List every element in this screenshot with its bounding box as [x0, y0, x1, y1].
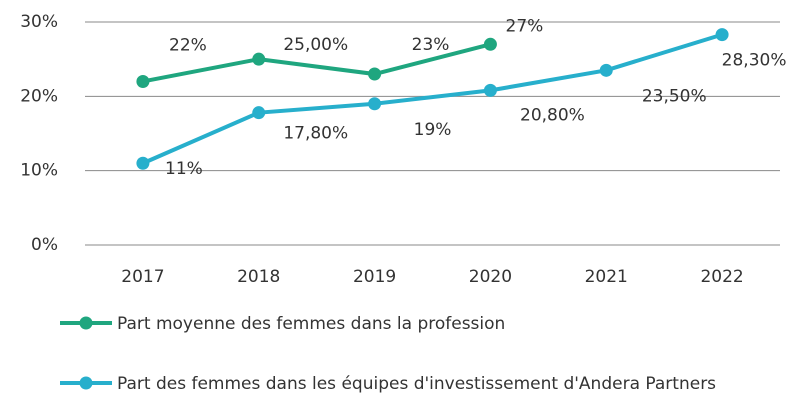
x-tick-label: 2020 [469, 267, 512, 287]
data-point [715, 28, 729, 42]
data-label: 23,50% [642, 86, 707, 106]
y-tick-label: 20% [20, 86, 58, 106]
legend-label: Part des femmes dans les équipes d'inves… [117, 374, 717, 394]
x-tick-label: 2021 [585, 267, 628, 287]
series-line [142, 42, 491, 84]
y-tick-label: 10% [20, 161, 58, 181]
x-tick-label: 2022 [700, 267, 743, 287]
data-label: 22% [169, 35, 207, 55]
legend-label: Part moyenne des femmes dans la professi… [117, 314, 506, 334]
data-point [368, 67, 382, 81]
data-label: 28,30% [722, 51, 787, 71]
x-tick-label: 2019 [353, 267, 396, 287]
data-label: 17,80% [283, 124, 348, 144]
data-label: 25,00% [283, 35, 348, 55]
legend-marker [79, 376, 93, 390]
legend-marker [79, 316, 93, 330]
data-label: 19% [414, 120, 452, 140]
data-point [252, 106, 266, 120]
data-label: 20,80% [520, 105, 585, 125]
data-point [136, 74, 150, 88]
data-label: 27% [506, 16, 544, 36]
data-label: 11% [165, 159, 203, 179]
data-point [483, 83, 497, 97]
y-tick-label: 30% [20, 12, 58, 32]
data-point [368, 97, 382, 111]
data-point [483, 37, 497, 51]
x-tick-label: 2017 [121, 267, 164, 287]
data-point [599, 63, 613, 77]
data-point [136, 156, 150, 170]
data-label: 23% [412, 35, 450, 55]
series-line [142, 32, 723, 166]
data-point [252, 52, 266, 66]
y-tick-label: 0% [31, 235, 58, 255]
x-tick-label: 2018 [237, 267, 280, 287]
